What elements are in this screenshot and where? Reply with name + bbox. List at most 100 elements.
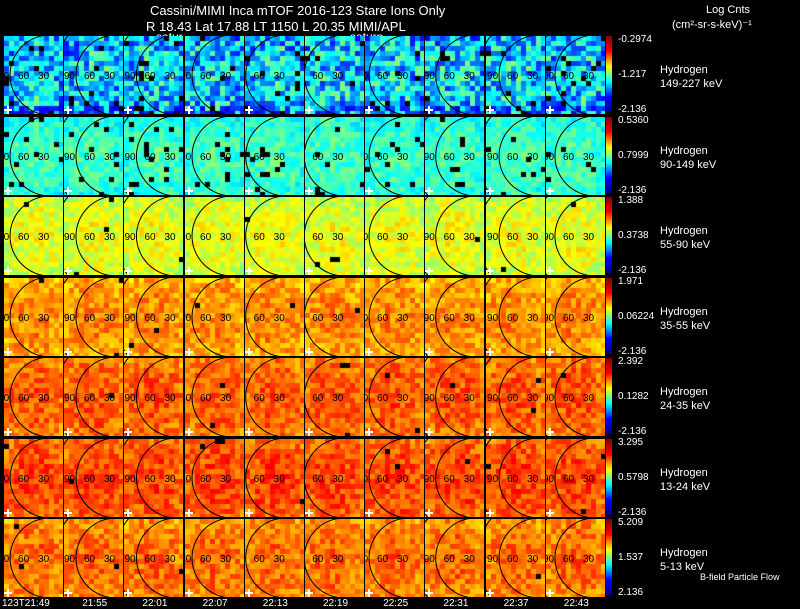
contour-label: 90	[487, 71, 499, 82]
contour-label: 60	[84, 474, 96, 485]
contour-label: 60	[507, 554, 519, 565]
energy-range: 13-24 keV	[660, 480, 711, 493]
crosshair-marker	[305, 589, 313, 597]
contour-label: 90	[4, 554, 10, 565]
contour-label: 30	[38, 232, 50, 243]
contour-label: 90	[487, 554, 499, 565]
contour-line	[75, 519, 111, 597]
contour-label: 90	[125, 232, 137, 243]
colorbar-min-label: 2.136	[618, 587, 644, 598]
contour-label: 30	[220, 474, 232, 485]
contour-label: 30	[220, 232, 232, 243]
time-label: 22:19	[323, 598, 349, 609]
crosshair-marker	[244, 106, 253, 114]
contour-label: 30	[464, 393, 476, 404]
crosshair-marker	[4, 428, 12, 436]
crosshair-marker	[305, 428, 313, 436]
intensity-map	[545, 358, 605, 436]
species-name: Hydrogen	[660, 144, 708, 157]
intensity-map	[425, 358, 485, 436]
colorbar-min-label: -2.136	[618, 426, 647, 437]
colorbar	[606, 116, 612, 193]
crosshair-marker	[184, 508, 193, 517]
contour-line	[136, 438, 171, 517]
contour-line	[191, 36, 226, 114]
species-name: Hydrogen	[660, 386, 708, 398]
contour-label: 30	[583, 313, 595, 324]
intensity-map	[425, 197, 485, 275]
crosshair-marker	[365, 186, 374, 195]
contour-label: 60	[507, 152, 519, 163]
contour-label: 90	[365, 232, 369, 243]
contour-line	[191, 116, 226, 195]
contour-label: 60	[18, 393, 30, 404]
contour-label: 60	[563, 393, 575, 404]
crosshair-marker	[425, 428, 434, 436]
colorbar	[606, 519, 612, 595]
contour-label: 60	[444, 554, 456, 565]
contour-label: 60	[84, 554, 96, 565]
crosshair-marker	[4, 106, 12, 114]
colorbar-max-label: 3.295	[618, 436, 644, 448]
contour-line	[75, 438, 111, 517]
crosshair-marker	[545, 508, 554, 517]
contour-line	[368, 358, 404, 436]
colorbar-mid-label: 0.7999	[618, 149, 649, 161]
crosshair-marker	[425, 508, 434, 517]
contour-label: 60	[18, 152, 30, 163]
colorbar-min-label: -2.136	[618, 506, 647, 518]
contour-label: 30	[527, 71, 539, 82]
contour-line	[191, 519, 226, 597]
contour-label: 30	[38, 554, 50, 565]
intensity-map	[64, 36, 124, 114]
contour-label: 30	[220, 152, 232, 163]
crosshair-marker	[244, 428, 253, 436]
intensity-map	[184, 36, 244, 114]
contour-label: 60	[444, 313, 456, 324]
contour-label: 90	[4, 232, 10, 243]
intensity-map	[64, 519, 124, 597]
contour-label: 60	[18, 232, 30, 243]
contour-label: 30	[38, 393, 50, 404]
contour-label: 30	[273, 313, 285, 324]
intensity-map	[545, 438, 605, 517]
contour-label: 60	[145, 71, 157, 82]
contour-line	[75, 358, 111, 436]
colorbar	[606, 197, 612, 273]
contour-label: 30	[104, 152, 116, 163]
colorbar-units-title: Log Cnts	[706, 4, 751, 16]
crosshair-marker	[64, 428, 73, 436]
contour-line	[498, 438, 533, 517]
colorbar-mid-label: 0.5798	[618, 471, 649, 483]
time-label: 22:07	[202, 598, 228, 609]
contour-line	[368, 197, 404, 275]
intensity-map	[365, 197, 425, 275]
contour-label: 60	[507, 474, 519, 485]
intensity-map	[305, 438, 364, 517]
contour-line	[136, 519, 171, 597]
contour-label: 30	[165, 313, 177, 324]
intensity-map	[4, 116, 63, 195]
contour-line	[305, 358, 339, 436]
